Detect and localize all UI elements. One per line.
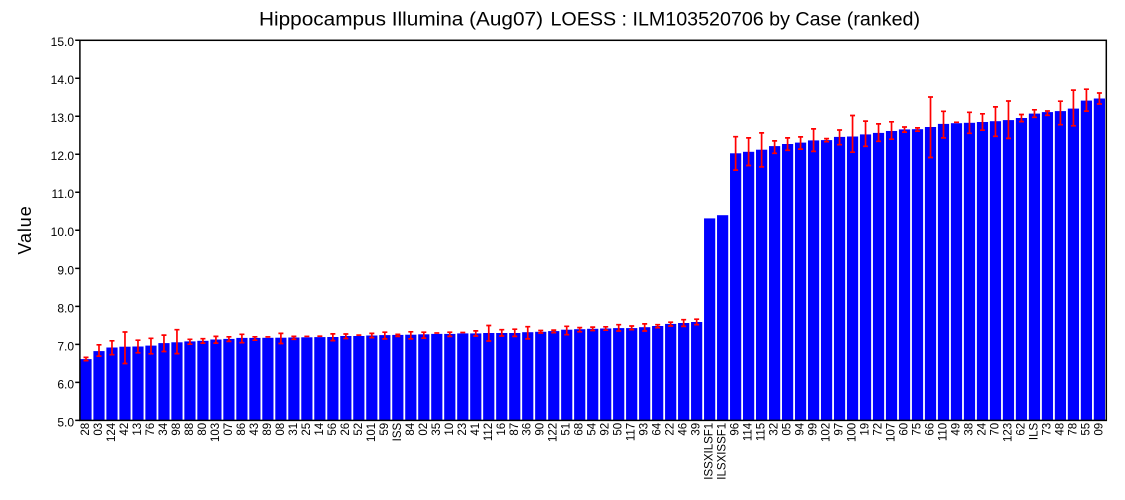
svg-text:73: 73 [1041,423,1053,436]
svg-text:78: 78 [1067,423,1079,436]
svg-text:50: 50 [613,423,625,436]
svg-text:107: 107 [886,423,898,442]
svg-text:64: 64 [652,422,664,435]
svg-text:112: 112 [483,423,495,441]
svg-text:86: 86 [236,423,248,436]
svg-text:38: 38 [963,423,975,436]
svg-text:92: 92 [600,423,612,436]
svg-text:25: 25 [301,423,313,436]
svg-text:ISS: ISS [392,422,404,441]
svg-text:88: 88 [184,423,196,436]
svg-text:6.0: 6.0 [57,377,74,391]
svg-text:28: 28 [80,423,92,436]
svg-text:42: 42 [119,423,131,436]
svg-text:68: 68 [574,423,586,436]
svg-text:122: 122 [548,423,560,442]
svg-text:101: 101 [366,423,378,442]
svg-text:10.0: 10.0 [51,225,75,239]
svg-text:48: 48 [1054,423,1066,436]
svg-text:7.0: 7.0 [57,339,74,353]
svg-text:52: 52 [353,423,365,436]
svg-text:66: 66 [925,423,937,436]
svg-text:Hippocampus Illumina (Aug07): Hippocampus Illumina (Aug07) [259,9,543,30]
svg-text:70: 70 [989,423,1001,436]
svg-text:97: 97 [834,423,846,436]
svg-text:19: 19 [860,423,872,436]
svg-text:11.0: 11.0 [52,187,75,201]
svg-text:35: 35 [431,423,443,436]
svg-text:124: 124 [106,422,118,442]
svg-text:93: 93 [639,423,651,436]
svg-text:02: 02 [418,423,430,436]
svg-text:8.0: 8.0 [57,301,74,315]
svg-text:103: 103 [210,423,222,442]
svg-text:LOESS : ILM103520706 by Case (: LOESS : ILM103520706 by Case (ranked) [551,9,921,30]
svg-text:13.0: 13.0 [51,111,75,125]
svg-text:96: 96 [730,423,742,436]
svg-text:14: 14 [314,422,326,435]
svg-text:55: 55 [1080,423,1092,436]
svg-text:60: 60 [899,423,911,436]
svg-text:12.0: 12.0 [51,149,75,163]
svg-text:56: 56 [327,423,339,436]
svg-text:5.0: 5.0 [57,415,74,429]
svg-text:75: 75 [912,423,924,436]
svg-text:05: 05 [782,423,794,436]
svg-text:34: 34 [158,422,170,435]
svg-text:87: 87 [509,423,521,436]
svg-text:117: 117 [626,423,638,441]
svg-text:90: 90 [535,423,547,436]
svg-text:16: 16 [496,423,508,436]
svg-text:94: 94 [795,422,807,435]
svg-text:03: 03 [93,423,105,436]
svg-text:100: 100 [847,423,859,442]
svg-text:ILS: ILS [1028,422,1040,440]
svg-text:51: 51 [561,423,573,436]
svg-text:23: 23 [457,423,469,436]
svg-text:26: 26 [340,423,352,436]
svg-text:Value: Value [15,205,35,254]
svg-text:22: 22 [665,423,677,436]
svg-text:39: 39 [691,423,703,436]
svg-text:24: 24 [976,422,988,435]
svg-text:80: 80 [197,423,209,436]
svg-text:49: 49 [950,423,962,436]
svg-text:32: 32 [769,423,781,436]
svg-text:76: 76 [145,423,157,436]
svg-text:110: 110 [938,423,950,441]
svg-text:13: 13 [132,423,144,436]
svg-text:59: 59 [379,423,391,436]
svg-text:72: 72 [873,423,885,436]
svg-text:08: 08 [275,423,287,436]
svg-text:9.0: 9.0 [57,263,74,277]
svg-text:84: 84 [405,422,417,435]
svg-text:14.0: 14.0 [51,73,75,87]
svg-text:09: 09 [1093,423,1105,436]
svg-text:54: 54 [587,422,599,435]
svg-text:46: 46 [678,423,690,436]
svg-text:41: 41 [470,423,482,436]
svg-text:ISSXILSF1: ISSXILSF1 [704,423,716,480]
svg-text:115: 115 [756,423,768,441]
svg-text:99: 99 [808,423,820,436]
svg-text:114: 114 [743,422,755,441]
svg-text:31: 31 [288,423,300,436]
svg-text:89: 89 [262,423,274,436]
svg-text:43: 43 [249,423,261,436]
svg-text:15.0: 15.0 [51,35,75,49]
svg-text:123: 123 [1002,423,1014,442]
svg-text:62: 62 [1015,423,1027,436]
svg-text:10: 10 [444,423,456,436]
svg-text:ILSXISSF1: ILSXISSF1 [717,423,729,480]
svg-text:102: 102 [821,423,833,442]
svg-text:36: 36 [522,423,534,436]
svg-text:07: 07 [223,423,235,436]
svg-text:98: 98 [171,423,183,436]
